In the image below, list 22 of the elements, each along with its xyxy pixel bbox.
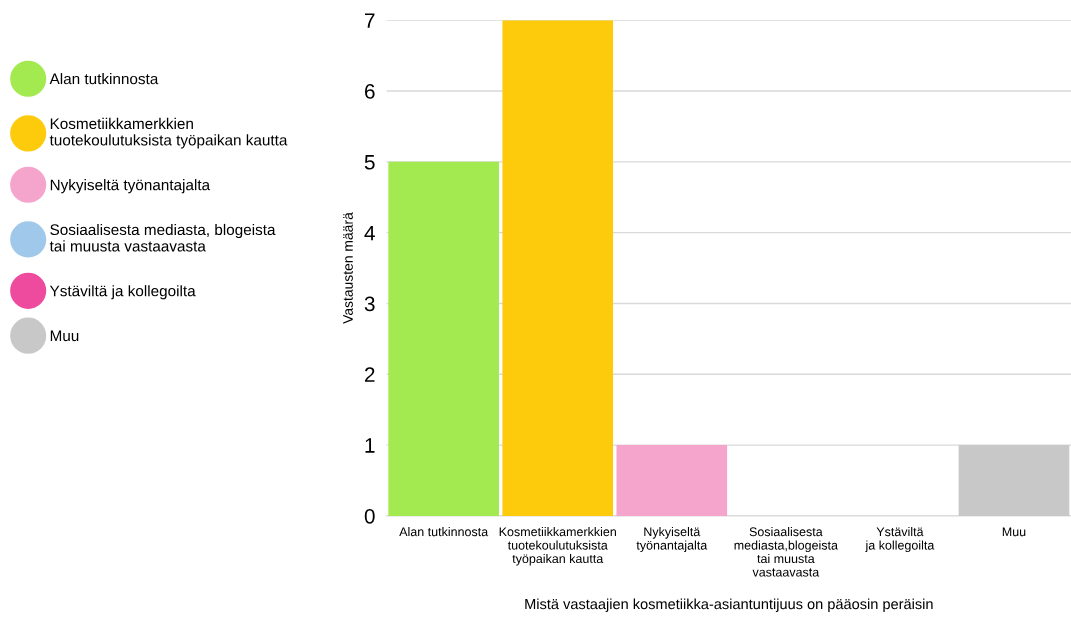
x-tick-label: Sosiaalisesta mediasta,blogeista tai muusta vastaavasta bbox=[734, 527, 838, 577]
legend-label: Muu bbox=[50, 330, 79, 342]
legend-label: Ystäviltä ja kollegoilta bbox=[49, 285, 196, 300]
y-tick-label: 2 bbox=[364, 367, 375, 382]
legend-label: Alan tutkinnosta bbox=[49, 73, 159, 85]
y-tick-label: 0 bbox=[364, 508, 375, 524]
legend-label: Nykyiseltä työnantajalta bbox=[50, 179, 211, 194]
x-tick-label: Muu bbox=[1002, 527, 1026, 537]
legend-label: Sosiaalisesta mediasta, blogeista tai muusta vastaavasta bbox=[49, 223, 276, 252]
x-tick-label: Ystäviltä ja kollegoilta bbox=[865, 527, 935, 553]
legend-label: Kosmetiikkamerkkien tuotekoulutuksista työpaikan kautta bbox=[49, 117, 288, 149]
y-tick-label: 3 bbox=[364, 296, 375, 312]
x-tick-label: Nykyiseltä työnantajalta bbox=[636, 527, 708, 553]
y-tick-label: 5 bbox=[364, 155, 375, 170]
x-tick-label: Alan tutkinnosta bbox=[399, 527, 489, 537]
y-tick-label: 4 bbox=[364, 225, 375, 241]
y-tick-label: 1 bbox=[365, 438, 375, 453]
y-tick-label: 6 bbox=[364, 84, 375, 99]
x-axis-title: Mistä vastaajien kosmetiikka-asiantuntijuus on pääosin peräisin bbox=[525, 598, 933, 613]
y-tick-label: 7 bbox=[365, 13, 375, 28]
y-axis-title: Vastausten määrä bbox=[343, 212, 353, 324]
x-tick-label: Kosmetiikkamerkkien tuotekoulutuksista työpaikan kautta bbox=[499, 527, 616, 566]
